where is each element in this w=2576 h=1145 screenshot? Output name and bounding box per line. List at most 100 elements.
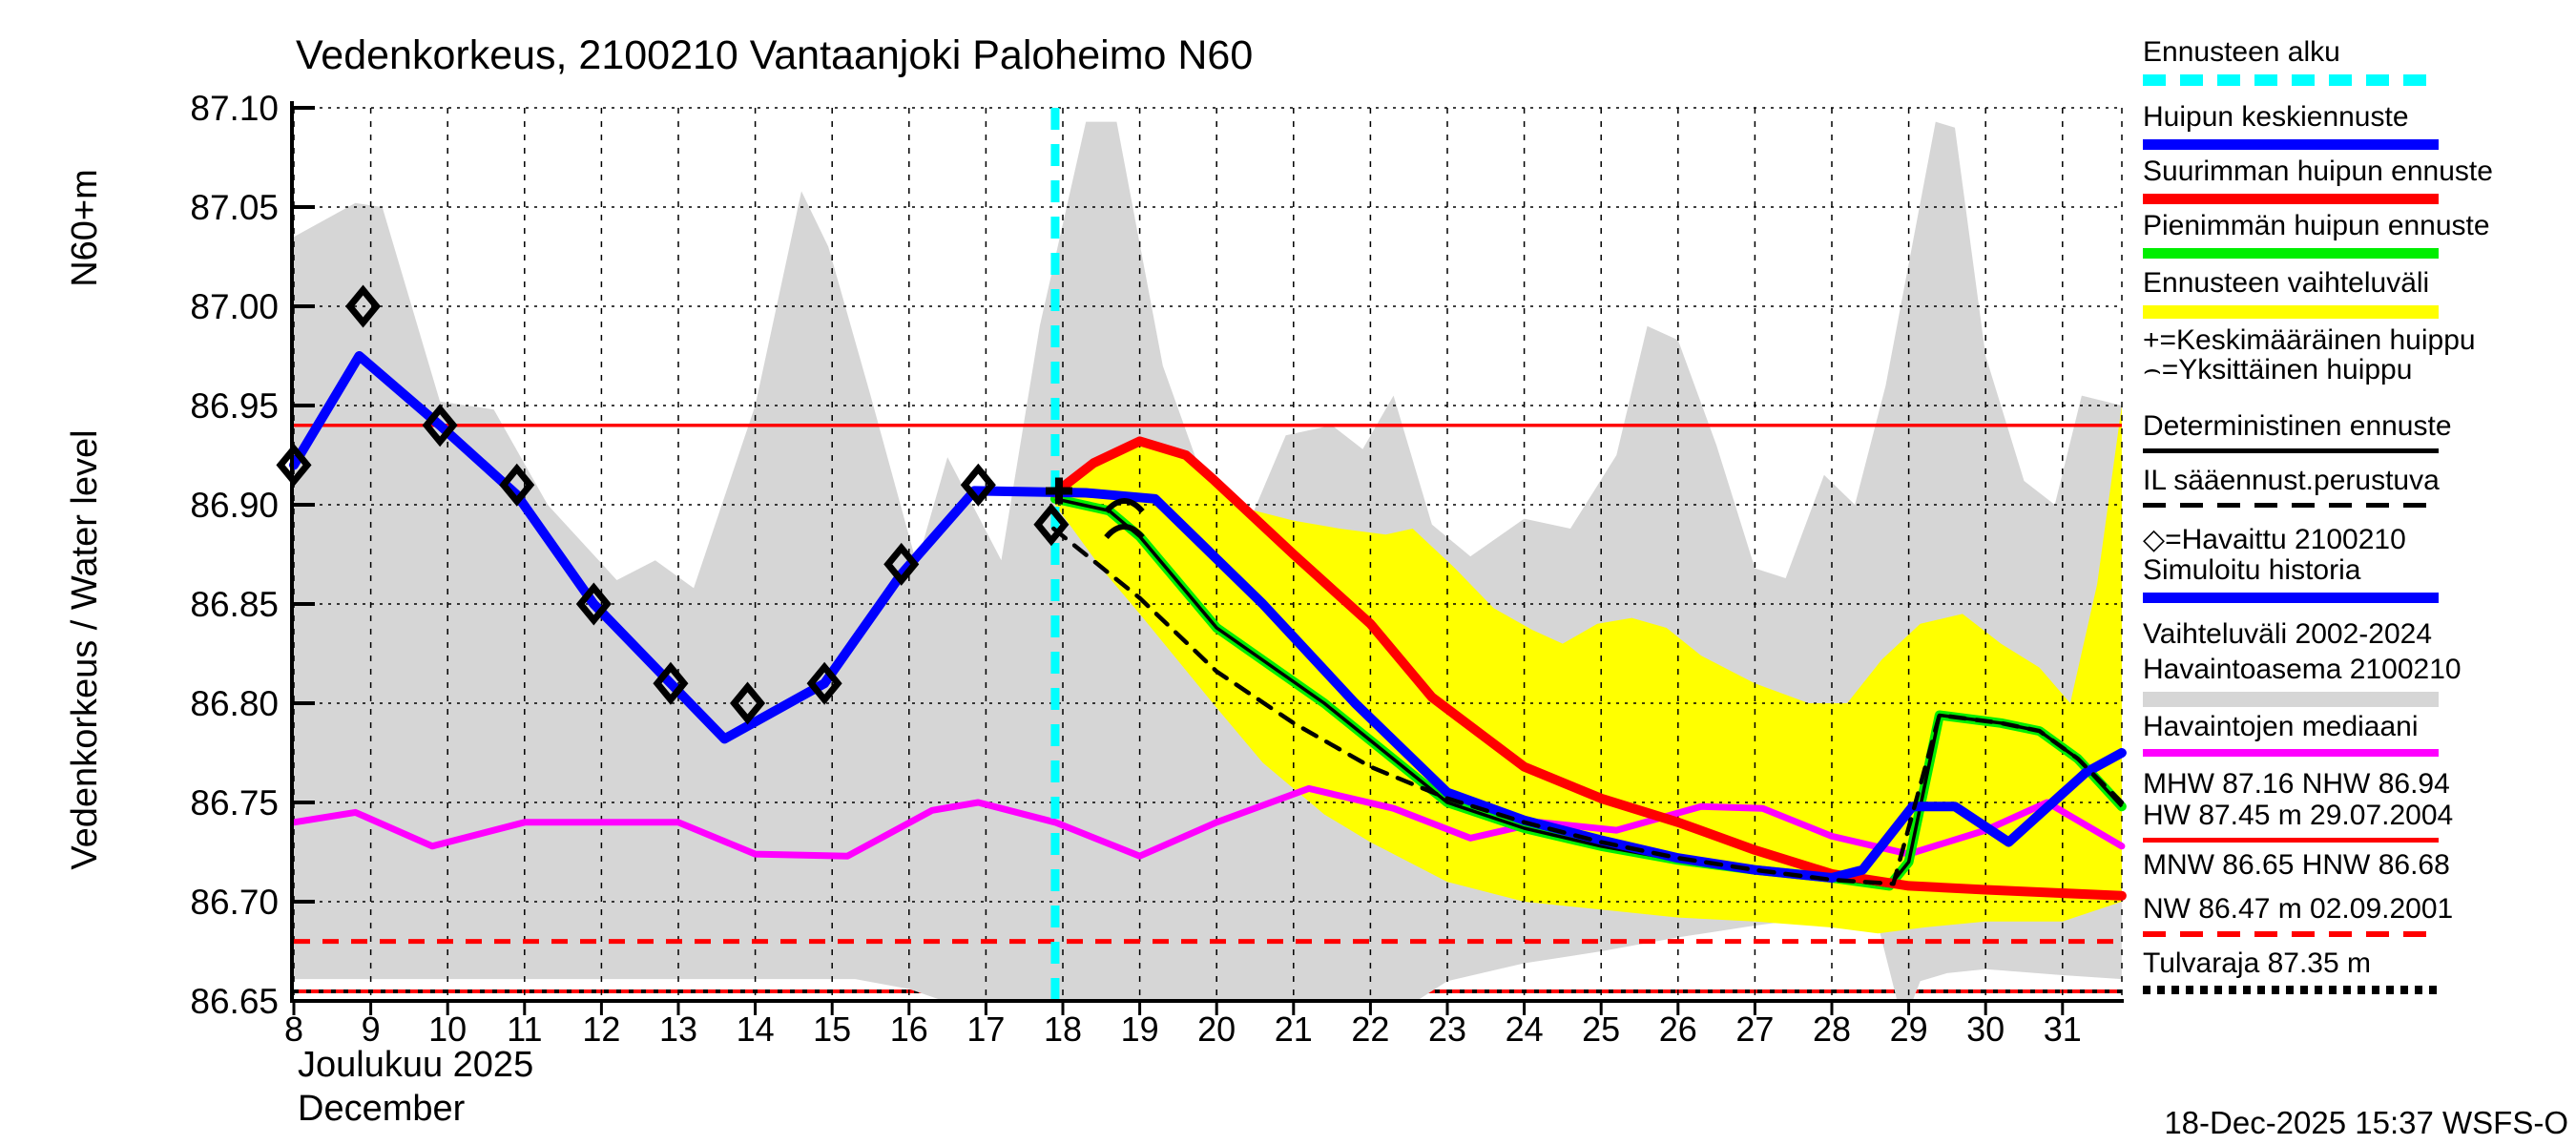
average-peak-plus-icon (1045, 477, 1072, 505)
legend-item-15: MHW 87.16 NHW 86.94 (2143, 768, 2574, 801)
legend-item-1: Ennusteen alku (2143, 36, 2574, 86)
x-axis-day-label: 25 (1582, 1010, 1621, 1049)
legend-item-5: Ennusteen vaihteluväli (2143, 267, 2574, 319)
legend-item-label: Ennusteen vaihteluväli (2143, 267, 2430, 299)
legend-item-8: Deterministinen ennuste (2143, 410, 2574, 453)
legend-item-label: Pienimmän huipun ennuste (2143, 210, 2490, 241)
y-axis-tick-label: 86.80 (190, 684, 279, 723)
legend-item-label: +=Keskimääräinen huippu (2143, 324, 2476, 356)
legend-sample-line (2143, 139, 2439, 150)
legend-item-label: Deterministinen ennuste (2143, 410, 2452, 442)
il-saaennusteeseen-perustuva-line (1051, 526, 2125, 886)
x-axis-day-label: 10 (428, 1010, 467, 1049)
legend-sample-line (2143, 305, 2439, 319)
x-axis-day-label: 12 (582, 1010, 621, 1049)
legend-item-label: ⌢=Yksittäinen huippu (2143, 354, 2413, 385)
legend-item-9: IL sääennust.perustuva (2143, 465, 2574, 508)
legend-item-14: Havaintojen mediaani (2143, 711, 2574, 757)
legend-item-16: HW 87.45 m 29.07.2004 (2143, 800, 2574, 843)
legend-item-label: MHW 87.16 NHW 86.94 (2143, 768, 2450, 800)
legend-item-11: Simuloitu historia (2143, 554, 2574, 603)
observation-diamond-icon (653, 661, 689, 705)
ennusteen-vaihteluvali-band (1054, 406, 2122, 934)
legend-item-7: ⌢=Yksittäinen huippu (2143, 354, 2574, 386)
legend-item-label: HW 87.45 m 29.07.2004 (2143, 800, 2454, 831)
y-axis-tick-label: 86.90 (190, 486, 279, 525)
legend-sample-line (2143, 749, 2439, 757)
y-axis-tick-label: 86.65 (190, 982, 279, 1021)
x-axis-day-label: 22 (1351, 1010, 1390, 1049)
x-axis-day-label: 16 (889, 1010, 928, 1049)
legend-item-3: Suurimman huipun ennuste (2143, 156, 2574, 204)
y-axis-tick-label: 87.00 (190, 287, 279, 326)
x-axis-day-label: 14 (736, 1010, 775, 1049)
x-axis-day-label: 27 (1735, 1010, 1775, 1049)
legend-item-label: Huipun keskiennuste (2143, 101, 2409, 133)
x-axis-day-label: 23 (1427, 1010, 1467, 1049)
chart-title: Vedenkorkeus, 2100210 Vantaanjoki Palohe… (296, 32, 1254, 78)
y-axis-tick-label: 86.75 (190, 783, 279, 822)
y-axis-tick-label: 86.85 (190, 585, 279, 624)
suurimman-huipun-ennuste-line (1049, 436, 2127, 901)
legend-sample-line (2143, 986, 2439, 994)
legend-item-label: Havaintojen mediaani (2143, 711, 2419, 742)
observation-diamond-icon (960, 463, 996, 507)
legend-item-label: IL sääennust.perustuva (2143, 465, 2440, 496)
x-axis-day-label: 13 (658, 1010, 698, 1049)
legend-item-label: Simuloitu historia (2143, 554, 2361, 586)
x-axis-month-label-fi: Joulukuu 2025 (298, 1045, 534, 1085)
legend-item-label: ◇=Havaittu 2100210 (2143, 524, 2406, 555)
x-axis-day-label: 18 (1043, 1010, 1083, 1049)
legend-sample-line (2143, 194, 2439, 204)
legend-item-18: NW 86.47 m 02.09.2001 (2143, 893, 2574, 937)
observation-diamond-icon (1033, 503, 1070, 547)
legend-item-12: Vaihteluväli 2002-2024 (2143, 618, 2574, 651)
x-axis-day-label: 19 (1120, 1010, 1159, 1049)
simuloitu-historia-ja-huipun-keskiennuste-line (289, 351, 2127, 883)
legend-item-10: ◇=Havaittu 2100210 (2143, 523, 2574, 556)
x-axis-day-label: 30 (1966, 1010, 2005, 1049)
legend-sample-line (2143, 838, 2439, 843)
legend: Ennusteen alku Huipun keskiennuste Suurimm… (2143, 0, 2574, 1145)
legend-item-4: Pienimmän huipun ennuste (2143, 210, 2574, 259)
observation-diamond-icon (276, 443, 312, 487)
havaintojen-mediaani-line (290, 784, 2126, 860)
observation-diamond-icon (575, 582, 612, 626)
legend-item-label: Ennusteen alku (2143, 36, 2340, 68)
legend-item-label: Havaintoasema 2100210 (2143, 654, 2462, 685)
x-axis-day-label: 29 (1889, 1010, 1928, 1049)
observation-diamond-icon (499, 463, 535, 507)
x-axis-month-label-en: December (298, 1089, 466, 1129)
single-peak-arc-icon (1104, 498, 1145, 514)
legend-item-label: Vaihteluväli 2002-2024 (2143, 618, 2433, 650)
single-peak-arc-icon (1104, 524, 1145, 540)
x-axis-day-label: 15 (813, 1010, 852, 1049)
x-axis-day-label: 28 (1812, 1010, 1852, 1049)
timestamp-label: 18-Dec-2025 15:37 WSFS-O (2164, 1105, 2568, 1140)
legend-item-label: Tulvaraja 87.35 m (2143, 947, 2372, 979)
legend-item-17: MNW 86.65 HNW 86.68 (2143, 849, 2574, 882)
legend-sample-line (2143, 448, 2439, 453)
legend-sample-line (2143, 593, 2439, 603)
observation-diamond-icon (806, 661, 842, 705)
legend-sample-line (2143, 931, 2439, 937)
y-axis-tick-label: 87.10 (190, 89, 279, 128)
legend-item-label: MNW 86.65 HNW 86.68 (2143, 849, 2450, 881)
x-axis-day-label: 17 (966, 1010, 1006, 1049)
legend-sample-line (2143, 248, 2439, 259)
x-axis-day-label: 8 (283, 1010, 304, 1049)
x-axis-day-label: 21 (1274, 1010, 1313, 1049)
x-axis-day-label: 11 (507, 1010, 543, 1049)
legend-item-13: Havaintoasema 2100210 (2143, 654, 2574, 707)
legend-item-19: Tulvaraja 87.35 m (2143, 947, 2574, 994)
observation-diamond-icon (422, 404, 458, 448)
observation-diamond-icon (883, 542, 920, 586)
x-axis-day-label: 26 (1658, 1010, 1697, 1049)
x-axis-day-label: 9 (361, 1010, 381, 1049)
legend-sample-line (2143, 74, 2439, 86)
legend-sample-line (2143, 692, 2439, 707)
y-axis-tick-label: 86.95 (190, 386, 279, 426)
x-axis-day-label: 20 (1197, 1010, 1236, 1049)
